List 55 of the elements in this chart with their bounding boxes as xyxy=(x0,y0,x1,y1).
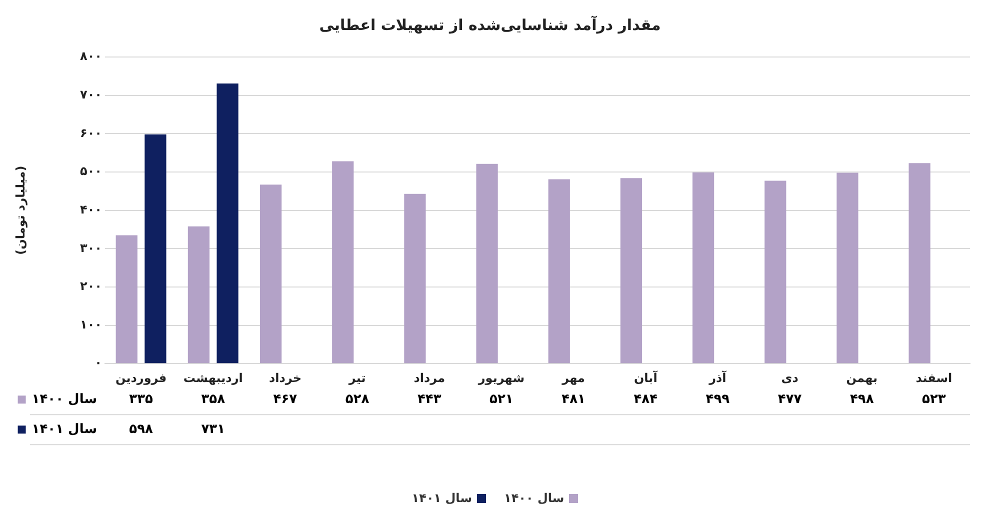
legend-label: سال ۱۴۰۱ xyxy=(32,422,97,437)
data-label: ۵۹۸ xyxy=(129,422,154,437)
text: سال ۱۴۰۱ xyxy=(412,491,472,505)
bar xyxy=(908,163,930,364)
legend-label: سال ۱۴۰۰ xyxy=(32,392,97,407)
data-label: ۵۲۱ xyxy=(490,392,514,407)
data-label: ۴۶۷ xyxy=(273,392,298,407)
chart-title: مقدار درآمد شناسایی‌شده از تسهیلات اعطایی xyxy=(319,14,661,34)
data-label: ۷۳۱ xyxy=(201,422,226,437)
y-tick-label: ۲۰۰ xyxy=(80,279,102,294)
x-tick-label: آذر xyxy=(708,370,728,385)
y-tick-label: ۸۰۰ xyxy=(80,49,102,64)
x-tick-label: فروردین xyxy=(115,370,167,385)
data-label: ۴۴۳ xyxy=(417,392,442,407)
bar xyxy=(692,172,714,364)
y-tick-label: ۵۰۰ xyxy=(80,164,102,178)
x-tick-label: اردیبهشت xyxy=(183,370,243,385)
data-label: ۴۹۸ xyxy=(850,392,874,407)
data-label: ۳۳۵ xyxy=(129,392,154,407)
y-tick-label: ۰ xyxy=(94,356,102,370)
text: سال ۱۴۰۰ xyxy=(504,491,564,505)
bar xyxy=(404,194,426,364)
y-tick-label: ۱۰۰ xyxy=(80,317,102,332)
x-tick-label: آبان xyxy=(634,370,658,385)
x-tick-label: شهریور xyxy=(477,370,525,385)
data-label: ۴۷۷ xyxy=(778,392,802,407)
x-tick-label: مهر xyxy=(561,370,585,385)
bar xyxy=(116,235,138,364)
data-label: ۴۸۱ xyxy=(562,392,586,407)
x-tick-label: خرداد xyxy=(268,370,302,385)
y-tick-label: ۷۰۰ xyxy=(80,87,102,102)
bar xyxy=(836,172,858,364)
bar xyxy=(332,161,354,364)
bar xyxy=(548,179,570,364)
bar xyxy=(260,184,282,364)
x-tick-label: تیر xyxy=(348,370,366,385)
bar xyxy=(764,180,786,364)
y-tick-label: ۴۰۰ xyxy=(80,202,102,216)
data-label: ۴۹۹ xyxy=(706,392,730,407)
bar xyxy=(188,226,210,364)
x-tick-label: اسفند xyxy=(916,370,952,385)
y-tick-label: ۳۰۰ xyxy=(80,240,102,255)
bar xyxy=(620,178,642,364)
data-label: ۵۲۸ xyxy=(345,392,370,407)
y-axis-title: (میلیارد تومان) xyxy=(13,166,28,255)
bar xyxy=(476,164,498,364)
x-tick-label: مرداد xyxy=(414,370,446,385)
data-label: ۳۵۸ xyxy=(201,392,226,407)
y-tick-label: ۶۰۰ xyxy=(80,126,102,140)
bar xyxy=(216,83,238,364)
data-label: ۴۸۴ xyxy=(634,392,658,407)
data-label: ۵۲۳ xyxy=(922,392,946,407)
bar xyxy=(144,134,166,364)
x-tick-label: بهمن xyxy=(846,370,878,385)
x-tick-label: دی xyxy=(781,370,798,385)
